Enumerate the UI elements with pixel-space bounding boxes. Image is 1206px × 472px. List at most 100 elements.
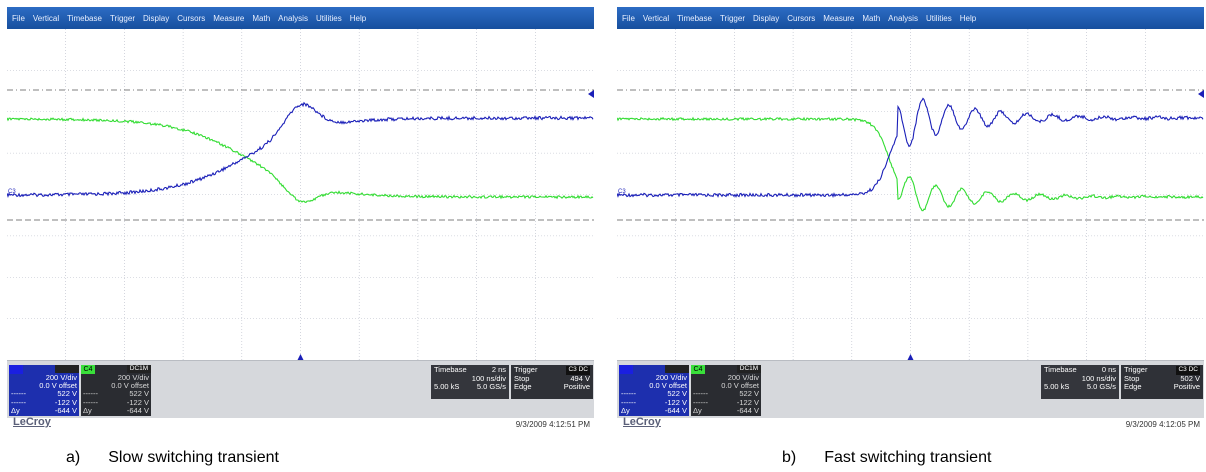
trigger-type: Edge <box>1124 382 1142 391</box>
c4-cursor2: -122 V <box>736 397 759 407</box>
menu-bar: File Vertical Timebase Trigger Display C… <box>7 7 594 29</box>
trigger-label: Trigger <box>1124 365 1148 374</box>
menu-cursors[interactable]: Cursors <box>787 13 816 23</box>
trigger-mode: Stop <box>514 373 530 383</box>
menu-file[interactable]: File <box>12 13 25 23</box>
timestamp: 9/3/2009 4:12:05 PM <box>1125 420 1200 429</box>
c3-tag <box>9 365 23 374</box>
menu-display[interactable]: Display <box>143 13 170 23</box>
timebase-samples: 5.00 kS <box>1044 382 1070 391</box>
menu-file[interactable]: File <box>622 13 635 23</box>
c3-coupling <box>55 365 79 373</box>
menu-math[interactable]: Math <box>862 13 881 23</box>
c3-tag <box>619 365 633 374</box>
waveform-display[interactable]: C3 <box>617 29 1204 360</box>
menu-measure[interactable]: Measure <box>213 13 245 23</box>
c4-vdiv: 200 V/div <box>117 373 149 382</box>
c3-dy-label: Δy <box>11 405 20 415</box>
c4-coupling: DC1M <box>737 365 761 373</box>
trigger-mode: Stop <box>1124 373 1140 383</box>
menu-vertical[interactable]: Vertical <box>642 13 670 23</box>
waveform-display[interactable]: C3 <box>7 29 594 360</box>
timebase-div: 100 ns/div <box>1081 373 1116 383</box>
c4-vdiv: 200 V/div <box>727 373 759 382</box>
trace-c3 <box>617 97 1204 199</box>
c3-vdiv: 200 V/div <box>655 373 687 382</box>
caption-slow: a) Slow switching transient <box>66 449 279 467</box>
scope-panel-fast: File Vertical Timebase Trigger Display C… <box>617 0 1204 472</box>
trace-c4 <box>617 116 1204 212</box>
c4-cursor2: -122 V <box>126 397 149 407</box>
timebase-rate: 5.0 GS/s <box>1086 382 1116 391</box>
timebase-delay: 2 ns <box>491 365 506 374</box>
status-bar: 200 V/div 0.0 V offset ------ 522 V -----… <box>617 360 1204 418</box>
c3-cursor2: -122 V <box>54 397 77 407</box>
trigger-tag: C3 DC <box>1176 366 1200 375</box>
lecroy-logo: LeCroy <box>623 416 661 428</box>
c4-dy-label: Δy <box>83 405 92 415</box>
waveform-grid: C3 <box>7 29 594 360</box>
trigger-level-marker <box>588 90 594 98</box>
channel-c4-descriptor[interactable]: C4 DC1M 200 V/div 0.0 V offset ------ 522 … <box>691 365 761 416</box>
c3-dy: -644 V <box>664 405 687 415</box>
c4-tag: C4 <box>691 365 705 374</box>
timebase-descriptor[interactable]: Timebase 0 ns 100 ns/div 5.00 kS 5.0 GS/s <box>1041 365 1119 399</box>
c3-dy: -644 V <box>54 405 77 415</box>
caption-label: a) <box>66 449 81 466</box>
channel-c4-descriptor[interactable]: C4 DC1M 200 V/div 0.0 V offset ------ 522 … <box>81 365 151 416</box>
menu-timebase[interactable]: Timebase <box>677 13 712 23</box>
c4-offset: 0.0 V offset <box>111 381 149 391</box>
timestamp: 9/3/2009 4:12:51 PM <box>515 420 590 429</box>
menu-math[interactable]: Math <box>252 13 271 23</box>
c3-offset: 0.0 V offset <box>649 381 687 391</box>
c3-cursor1: 522 V <box>57 389 77 399</box>
lecroy-logo: LeCroy <box>13 416 51 428</box>
c4-tag: C4 <box>81 365 95 374</box>
timebase-label: Timebase <box>434 365 467 374</box>
c4-offset: 0.0 V offset <box>721 381 759 391</box>
c3-coupling <box>665 365 689 373</box>
timebase-rate: 5.0 GS/s <box>476 382 506 391</box>
trigger-tag: C3 DC <box>566 366 590 375</box>
scope-panel-slow: File Vertical Timebase Trigger Display C… <box>7 0 594 472</box>
caption-text: Slow switching transient <box>108 449 279 466</box>
menu-utilities[interactable]: Utilities <box>925 13 952 23</box>
menu-analysis[interactable]: Analysis <box>888 13 918 23</box>
trigger-label: Trigger <box>514 365 538 374</box>
ground-marker-c3: C3 <box>8 189 16 195</box>
c4-cursor1: 522 V <box>739 389 759 399</box>
menu-cursors[interactable]: Cursors <box>177 13 206 23</box>
menu-help[interactable]: Help <box>349 13 367 23</box>
menu-measure[interactable]: Measure <box>823 13 855 23</box>
caption-text: Fast switching transient <box>824 449 992 466</box>
status-bar: 200 V/div 0.0 V offset ------ 522 V -----… <box>7 360 594 418</box>
menu-trigger[interactable]: Trigger <box>109 13 135 23</box>
c4-coupling: DC1M <box>127 365 151 373</box>
timebase-div: 100 ns/div <box>471 373 506 383</box>
menu-utilities[interactable]: Utilities <box>315 13 342 23</box>
channel-c3-descriptor[interactable]: 200 V/div 0.0 V offset ------ 522 V -----… <box>9 365 79 416</box>
timebase-descriptor[interactable]: Timebase 2 ns 100 ns/div 5.00 kS 5.0 GS/s <box>431 365 509 399</box>
channel-c3-descriptor[interactable]: 200 V/div 0.0 V offset ------ 522 V -----… <box>619 365 689 416</box>
trigger-descriptor[interactable]: Trigger C3 DC Stop 502 V Edge Positive <box>1121 365 1203 399</box>
trigger-level: 502 V <box>1180 373 1200 383</box>
timebase-delay: 0 ns <box>1101 365 1116 374</box>
timebase-samples: 5.00 kS <box>434 382 460 391</box>
menu-display[interactable]: Display <box>753 13 780 23</box>
trigger-descriptor[interactable]: Trigger C3 DC Stop 494 V Edge Positive <box>511 365 593 399</box>
menu-timebase[interactable]: Timebase <box>67 13 102 23</box>
trigger-type: Edge <box>514 382 532 391</box>
c3-vdiv: 200 V/div <box>45 373 77 382</box>
menu-trigger[interactable]: Trigger <box>719 13 745 23</box>
menu-bar: File Vertical Timebase Trigger Display C… <box>617 7 1204 29</box>
trigger-level: 494 V <box>570 373 590 383</box>
c4-dy-label: Δy <box>693 405 702 415</box>
trigger-time-marker <box>907 354 914 360</box>
menu-vertical[interactable]: Vertical <box>32 13 60 23</box>
trigger-slope: Positive <box>563 382 590 391</box>
menu-analysis[interactable]: Analysis <box>278 13 308 23</box>
ground-marker-c3: C3 <box>618 189 626 195</box>
timebase-label: Timebase <box>1044 365 1077 374</box>
caption-label: b) <box>782 449 797 466</box>
menu-help[interactable]: Help <box>959 13 977 23</box>
